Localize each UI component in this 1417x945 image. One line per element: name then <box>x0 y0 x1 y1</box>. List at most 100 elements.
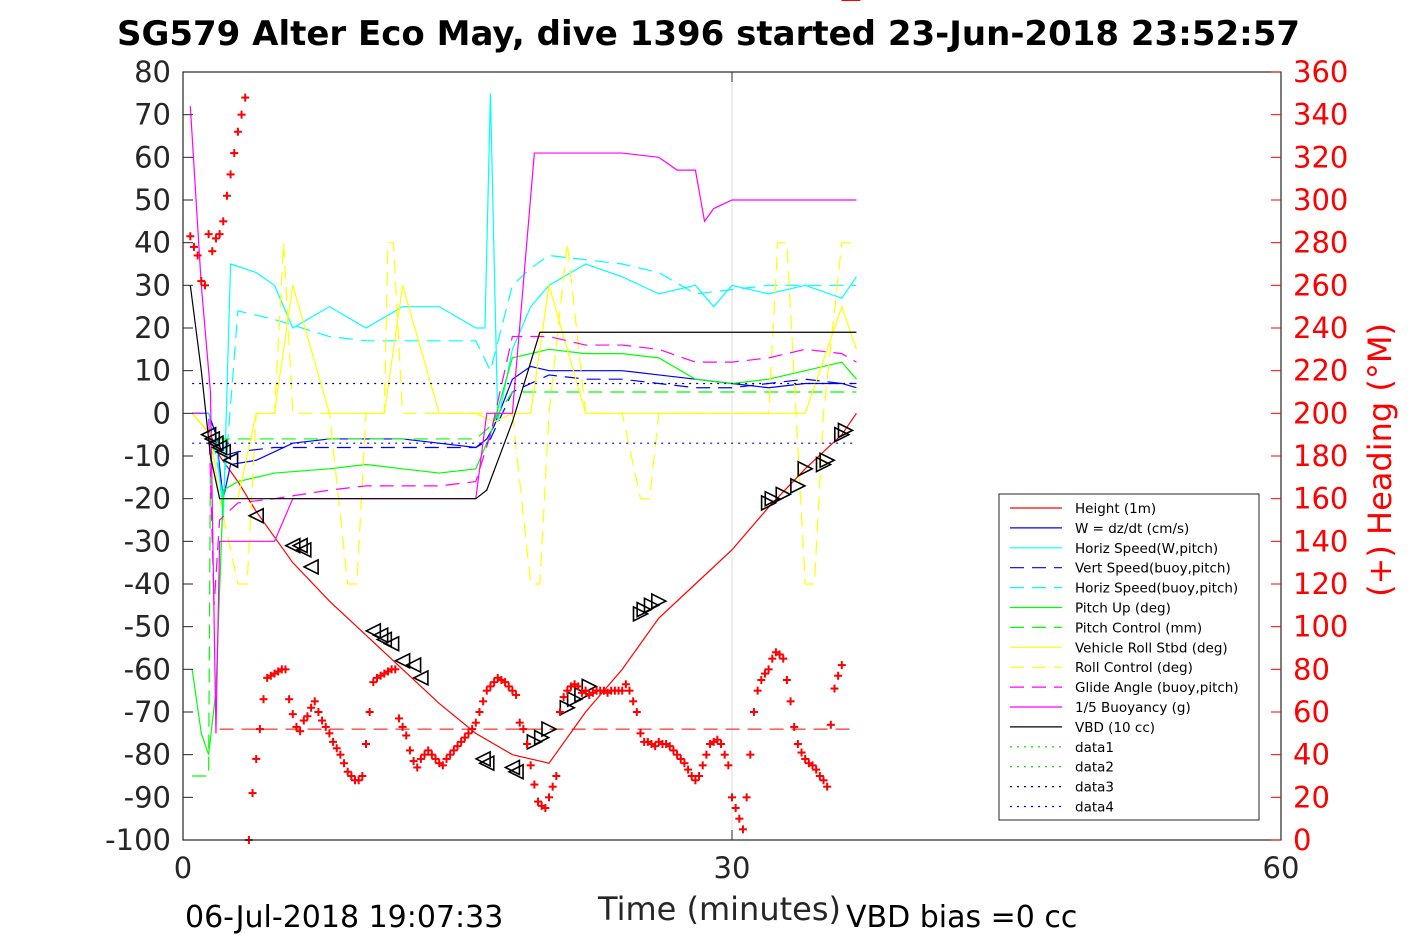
heading-point <box>819 776 828 785</box>
ticks: 0 30 6080706050403020100-10-20-30-40-50-60… <box>105 55 1348 885</box>
heading-point <box>768 654 777 663</box>
dive-marker-triangle <box>474 750 491 768</box>
dive-marker-triangle <box>210 439 228 456</box>
series-1-5-buoyancy-g <box>189 106 857 734</box>
heading-point <box>468 725 477 734</box>
dive-marker-triangle <box>412 669 429 687</box>
y-left-tick-label: -100 <box>105 823 171 857</box>
heading-point <box>541 804 550 812</box>
heading-point <box>684 765 693 774</box>
heading-point <box>204 230 213 239</box>
heading-point <box>691 776 700 785</box>
y-right-tick-label: 0 <box>1293 823 1311 857</box>
heading-point <box>281 665 290 674</box>
dive-marker-triangle <box>207 434 224 452</box>
y-right-tick-label: 200 <box>1293 396 1348 430</box>
heading-point <box>826 720 835 729</box>
y-right-tick-label: 220 <box>1293 354 1348 388</box>
dive-marker-triangle <box>775 486 793 503</box>
heading-point <box>332 744 341 753</box>
heading-point <box>391 665 400 674</box>
heading-point <box>189 242 198 251</box>
y-left-tick-label: -90 <box>124 780 171 814</box>
y-right-tick-label: 300 <box>1293 183 1348 217</box>
y-left-tick-label: -60 <box>124 652 171 686</box>
heading-point <box>501 678 510 687</box>
y-right-tick-label: 320 <box>1293 140 1348 174</box>
heading-point <box>782 676 791 684</box>
heading-point <box>226 170 235 179</box>
heading-point <box>731 804 740 812</box>
y-right-tick-label: 100 <box>1293 610 1348 644</box>
x-tick-label: 60 <box>1263 851 1300 885</box>
legend-label: 1/5 Buoyancy (g) <box>1075 700 1191 716</box>
heading-point <box>329 737 338 746</box>
heading-point <box>259 695 268 704</box>
heading-point <box>812 765 821 774</box>
heading-point <box>764 665 773 674</box>
heading-point <box>779 654 788 663</box>
heading-point <box>775 650 784 659</box>
heading-point <box>449 746 458 755</box>
heading-point <box>837 661 846 670</box>
heading-point <box>325 729 334 738</box>
legend-label: Pitch Up (deg) <box>1075 601 1171 617</box>
y-left-tick-label: -10 <box>124 439 171 473</box>
heading-point <box>252 754 261 763</box>
y-left-tick-label: -20 <box>124 482 171 516</box>
heading-point <box>479 697 488 706</box>
heading-point <box>303 712 312 721</box>
heading-point <box>717 740 726 748</box>
heading-point <box>347 772 356 780</box>
heading-point <box>534 797 543 806</box>
heading-point <box>629 697 638 706</box>
dive-marker-triangle <box>819 451 836 469</box>
heading-point <box>416 754 425 763</box>
heading-point <box>728 793 736 802</box>
y-left-tick-label: -70 <box>124 695 171 729</box>
heading-point <box>563 686 572 695</box>
heading-point <box>665 742 674 751</box>
heading-point <box>797 748 806 757</box>
legend-label: data4 <box>1075 800 1114 816</box>
legend-label: Vert Speed(buoy,pitch) <box>1075 561 1231 577</box>
heading-point <box>548 782 557 791</box>
y-right-tick-label: 140 <box>1293 524 1348 558</box>
heading-point <box>475 708 484 716</box>
heading-point <box>343 767 352 776</box>
dive-marker-triangle <box>247 507 265 525</box>
heading-point <box>490 678 499 687</box>
heading-point <box>340 759 349 768</box>
marker-layer <box>186 0 861 844</box>
heading-point <box>219 217 228 226</box>
dive-marker-triangle <box>477 754 495 772</box>
heading-point <box>808 761 817 770</box>
heading-point <box>720 750 729 759</box>
heading-point <box>186 232 195 241</box>
heading-point <box>519 725 528 734</box>
heading-point <box>735 814 744 823</box>
heading-point <box>687 772 696 780</box>
legend-label: Pitch Control (mm) <box>1075 620 1202 636</box>
heading-point <box>790 722 799 731</box>
heading-point <box>742 793 751 802</box>
series-height-1m <box>191 412 857 764</box>
heading-point <box>698 761 707 770</box>
heading-point <box>424 746 433 755</box>
dive-marker-triangle <box>221 451 239 469</box>
heading-point <box>526 761 535 770</box>
series-vert-speed-buoy-pitch <box>192 374 857 457</box>
legend-label: data2 <box>1075 760 1114 776</box>
heading-point <box>680 759 689 768</box>
y-left-tick-label: 10 <box>134 354 171 388</box>
series-glide-angle-buoy-pitch <box>192 335 857 606</box>
heading-point <box>753 686 762 695</box>
heading-point <box>702 750 711 759</box>
heading-point <box>427 750 436 759</box>
dive-marker-triangle <box>790 477 807 495</box>
series-vbd-10-cc <box>189 285 857 500</box>
heading-point <box>299 716 308 725</box>
dive-marker-triangle <box>364 622 382 640</box>
heading-point <box>413 763 422 772</box>
heading-point <box>420 750 429 759</box>
